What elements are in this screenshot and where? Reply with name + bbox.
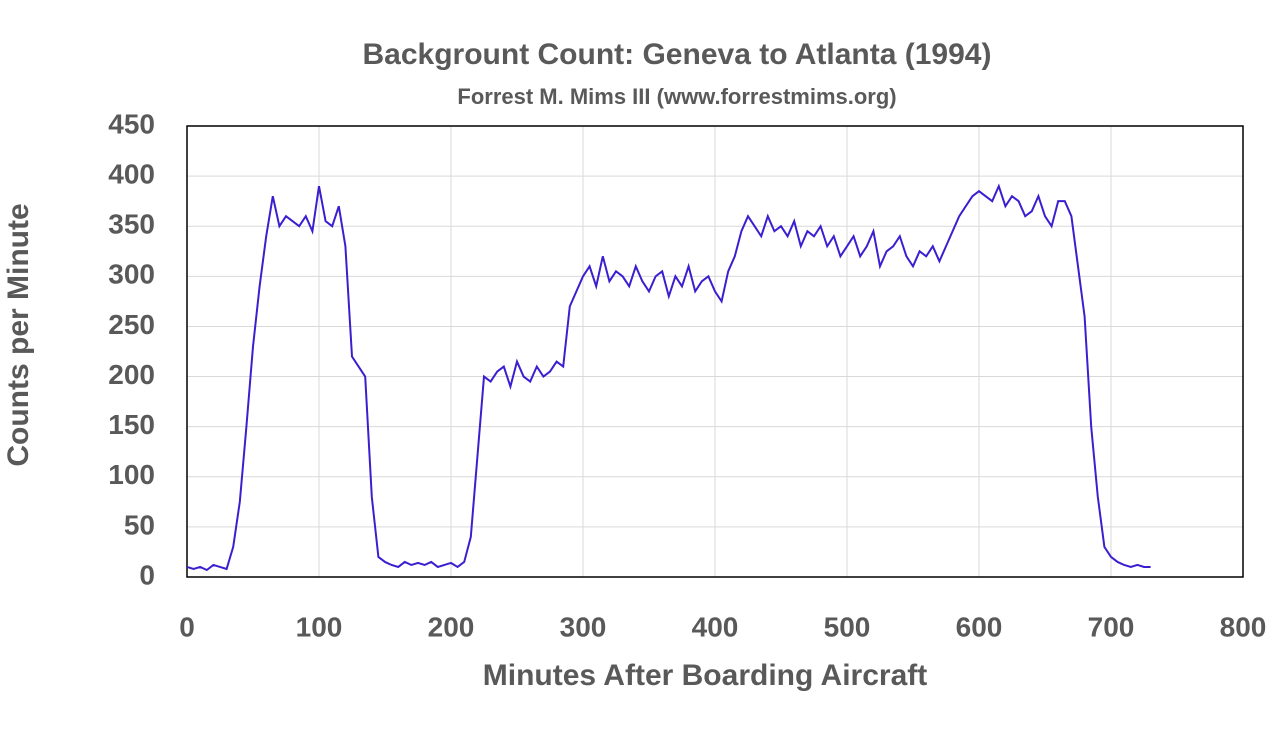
- y-tick-label: 50: [124, 509, 155, 540]
- y-tick-label: 100: [108, 459, 155, 490]
- chart-title: Backgrount Count: Geneva to Atlanta (199…: [363, 38, 992, 71]
- y-tick-label: 250: [108, 309, 155, 340]
- y-tick-label: 350: [108, 209, 155, 240]
- y-tick-label: 450: [108, 108, 155, 139]
- y-tick-label: 200: [108, 359, 155, 390]
- x-tick-label: 700: [1088, 611, 1135, 642]
- x-tick-label: 500: [824, 611, 871, 642]
- y-tick-label: 0: [139, 559, 155, 590]
- x-axis-label: Minutes After Boarding Aircraft: [483, 659, 927, 692]
- x-tick-label: 100: [296, 611, 343, 642]
- plot-frame: [186, 125, 1244, 578]
- data-line: [186, 183, 1151, 572]
- x-tick-label: 200: [428, 611, 475, 642]
- x-tick-label: 600: [956, 611, 1003, 642]
- x-tick-label: 800: [1220, 611, 1267, 642]
- y-tick-label: 400: [108, 159, 155, 190]
- x-tick-label: 0: [179, 611, 195, 642]
- chart-subtitle: Forrest M. Mims III (www.forrestmims.org…: [457, 84, 896, 109]
- y-axis-label: Counts per Minute: [2, 203, 35, 466]
- y-tick-label: 300: [108, 259, 155, 290]
- x-tick-label: 400: [692, 611, 739, 642]
- x-tick-label: 300: [560, 611, 607, 642]
- y-tick-label: 150: [108, 409, 155, 440]
